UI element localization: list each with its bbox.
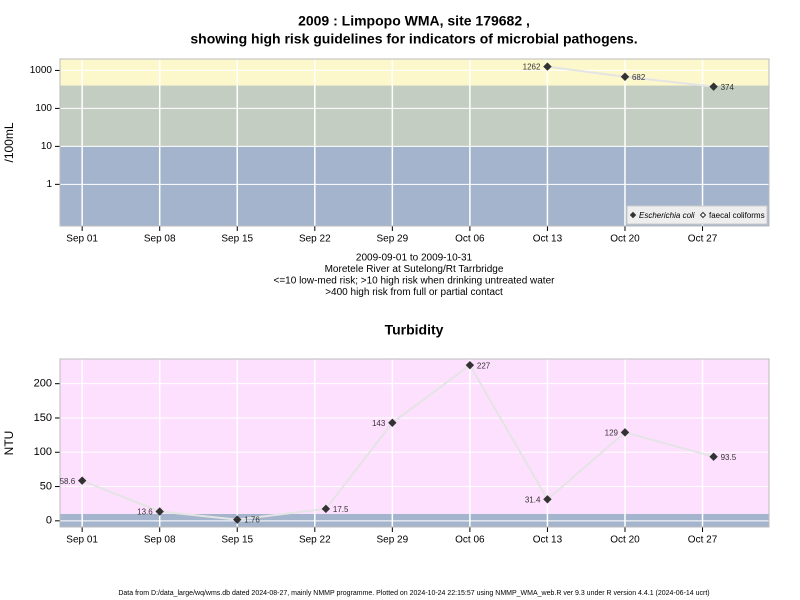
y-tick-label: 150 — [34, 412, 52, 424]
chart-title: showing high risk guidelines for indicat… — [190, 31, 637, 47]
x-tick-label: Oct 13 — [533, 535, 563, 546]
data-point — [233, 515, 242, 524]
x-tick-label: Oct 20 — [610, 234, 640, 245]
data-point — [465, 360, 475, 370]
data-point — [155, 507, 164, 516]
y-tick-label: 50 — [40, 480, 52, 492]
data-label: 13.6 — [137, 508, 153, 517]
legend-box — [626, 205, 768, 225]
data-point — [620, 72, 630, 81]
x-tick-label: Oct 06 — [455, 535, 485, 546]
y-tick-label: 100 — [34, 446, 52, 458]
risk-band — [60, 85, 769, 147]
data-point — [620, 428, 630, 437]
chart-note: Moretele River at Sutelong/Rt Tarrbridge — [325, 264, 504, 275]
data-label: 1262 — [523, 63, 541, 72]
legend-marker — [629, 211, 637, 219]
legend-entry: faecal coliforms — [709, 211, 765, 220]
data-label: 129 — [605, 428, 619, 437]
legend-marker — [699, 211, 707, 219]
risk-band — [60, 359, 769, 514]
chart-title: 2009 : Limpopo WMA, site 179682 , — [298, 13, 530, 29]
y-axis-label: NTU — [2, 431, 16, 456]
x-tick-label: Sep 15 — [221, 535, 253, 546]
x-tick-label: Sep 29 — [376, 535, 408, 546]
chart-title: Turbidity — [385, 322, 444, 338]
x-tick-label: Oct 20 — [610, 535, 640, 546]
data-point — [709, 452, 718, 461]
data-point — [321, 504, 331, 514]
y-tick-label: 10 — [41, 141, 53, 152]
x-tick-label: Oct 06 — [455, 234, 485, 245]
y-tick-label: 100 — [35, 103, 52, 114]
y-tick-label: 200 — [34, 378, 52, 390]
legend-entry: Escherichia coli — [639, 211, 695, 220]
data-point — [388, 418, 397, 427]
data-point — [77, 476, 87, 485]
data-point — [709, 82, 718, 91]
data-label: 143 — [372, 419, 386, 428]
y-tick-label: 1000 — [30, 65, 53, 76]
plot-frame — [59, 58, 770, 227]
data-label: 227 — [477, 361, 491, 370]
data-label: 374 — [721, 83, 735, 92]
y-tick-label: 1 — [46, 179, 52, 190]
data-point — [543, 62, 552, 71]
data-label: 1.76 — [244, 516, 260, 525]
data-label: 58.6 — [60, 477, 76, 486]
x-tick-label: Oct 13 — [533, 234, 563, 245]
x-tick-label: Oct 27 — [688, 535, 718, 546]
chart-note: >400 high risk from full or partial cont… — [325, 287, 503, 298]
x-tick-label: Sep 01 — [66, 535, 98, 546]
data-label: 682 — [632, 73, 646, 82]
y-axis-label: /100mL — [2, 122, 16, 162]
x-tick-label: Sep 08 — [144, 234, 176, 245]
data-point — [543, 495, 552, 504]
data-label: 17.5 — [333, 505, 349, 514]
data-label: 93.5 — [721, 453, 737, 462]
x-tick-label: Sep 22 — [299, 234, 331, 245]
data-label: 31.4 — [525, 495, 541, 504]
x-tick-label: Sep 15 — [221, 234, 253, 245]
chart-note: <=10 low-med risk; >10 high risk when dr… — [274, 276, 556, 287]
x-tick-label: Sep 01 — [66, 234, 98, 245]
chart-note: 2009-09-01 to 2009-10-31 — [356, 253, 473, 264]
risk-band — [60, 59, 769, 86]
x-tick-label: Sep 22 — [299, 535, 331, 546]
y-tick-label: 0 — [46, 515, 52, 527]
plot-frame — [59, 358, 770, 528]
x-tick-label: Sep 08 — [144, 535, 176, 546]
x-tick-label: Sep 29 — [376, 234, 408, 245]
footer: Data from D:/data_large/wq/wms.db dated … — [118, 590, 709, 597]
x-tick-label: Oct 27 — [688, 234, 718, 245]
